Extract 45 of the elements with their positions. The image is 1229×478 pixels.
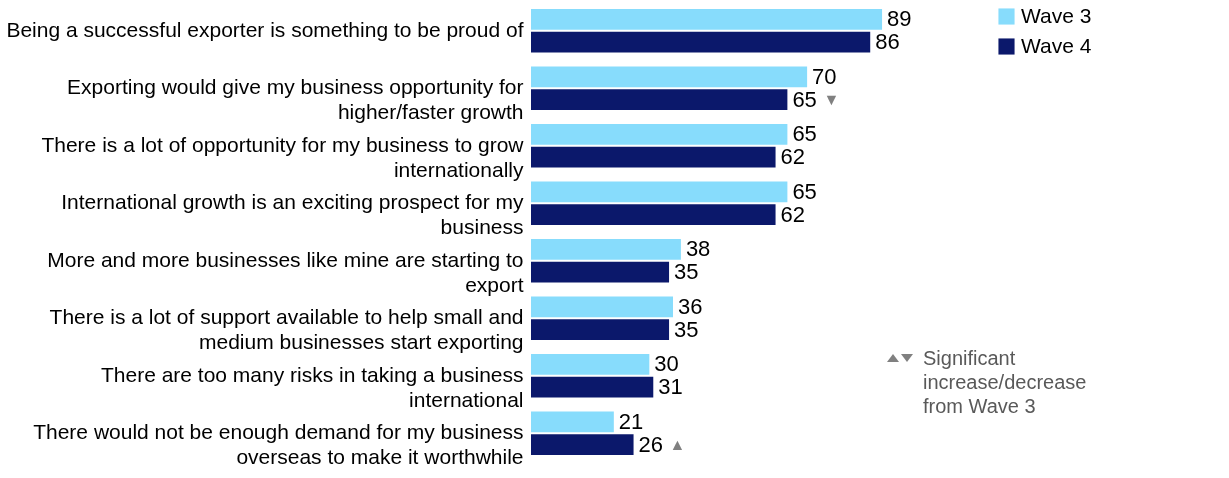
y-tick-label: Exporting would give my business opportunity for higher/faster growth xyxy=(67,75,524,124)
annotation: ▲ xyxy=(669,435,686,453)
legend-label: Wave 3 xyxy=(1021,3,1092,27)
data-label: 26 xyxy=(638,431,664,457)
bar xyxy=(531,89,788,111)
legend-label: Wave 4 xyxy=(1021,33,1092,57)
data-label: 89 xyxy=(887,6,912,32)
y-tick-label: There would not be enough demand for my business overseas to make it worthwhile xyxy=(33,420,524,469)
data-label: 65 xyxy=(792,178,817,204)
data-label: 31 xyxy=(658,374,683,400)
data-label: 65 xyxy=(792,86,817,112)
y-tick-label: There is a lot of support available to help small and medium businesses start exporting xyxy=(49,305,524,354)
data-label: 21 xyxy=(618,408,644,434)
y-tick-label: Being a successful exporter is something to be proud of xyxy=(6,17,524,41)
y-tick-label: There is a lot of opportunity for my business to grow internationally xyxy=(41,132,525,181)
bar xyxy=(531,181,788,203)
bar xyxy=(531,31,871,53)
data-label: 30 xyxy=(654,351,679,377)
bar xyxy=(531,204,776,226)
bar xyxy=(531,411,614,433)
bar xyxy=(531,376,654,398)
data-label: 65 xyxy=(792,121,817,147)
bar xyxy=(531,146,776,168)
bar xyxy=(531,261,670,283)
data-label: 38 xyxy=(685,236,711,262)
bar xyxy=(531,66,808,88)
bar xyxy=(531,319,670,341)
data-label: 86 xyxy=(875,29,900,55)
data-label: 62 xyxy=(780,144,806,170)
data-label: 70 xyxy=(812,63,837,89)
data-label: 35 xyxy=(674,316,699,342)
bar xyxy=(531,123,788,145)
y-tick-label: More and more businesses like mine are starting to export xyxy=(47,247,524,296)
text: Significant increase/decrease from Wave 3 xyxy=(923,346,1088,418)
y-tick-label: There are too many risks in taking a business international xyxy=(100,362,524,411)
bar xyxy=(531,296,673,318)
data-label: 35 xyxy=(674,259,699,285)
y-tick-label: International growth is an exciting prospect for my business xyxy=(61,190,524,239)
bar xyxy=(531,8,883,30)
annotation: ▼ xyxy=(823,90,840,108)
bar xyxy=(531,238,681,260)
data-label: 62 xyxy=(780,201,806,227)
data-label: 36 xyxy=(678,293,703,319)
bar xyxy=(531,434,634,456)
bar xyxy=(531,353,650,375)
